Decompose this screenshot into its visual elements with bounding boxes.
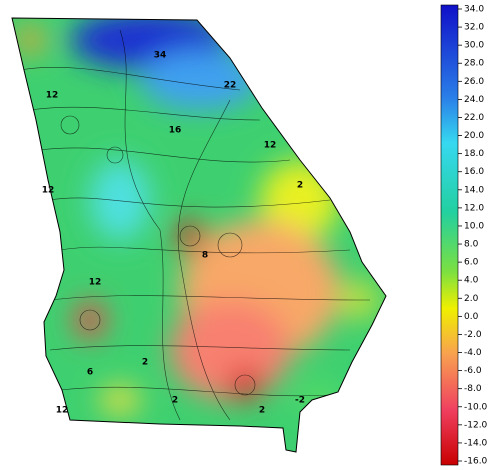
contour-label: 2 <box>297 181 303 191</box>
contour-label: 22 <box>224 81 237 91</box>
state-outline <box>11 17 387 453</box>
colorbar-label: 18.0 <box>464 149 484 159</box>
colorbar-label: 22.0 <box>464 113 484 123</box>
contour-label: 12 <box>56 406 69 416</box>
colorbar-label: 28.0 <box>464 59 484 69</box>
colorbar-label: 12.0 <box>464 203 484 213</box>
contour-label: 2 <box>142 358 148 368</box>
colorbar-label: 24.0 <box>464 95 484 105</box>
contour-label: 8 <box>202 251 208 261</box>
contour-label: 12 <box>89 278 102 288</box>
contour-label: 2 <box>172 396 178 406</box>
colorbar-label: -12.0 <box>464 420 488 430</box>
colorbar-label: -10.0 <box>464 402 488 412</box>
colorbar-label: 30.0 <box>464 41 484 51</box>
colorbar-label: 6.0 <box>464 258 479 268</box>
colorbar <box>440 4 459 466</box>
colorbar-label: 0.0 <box>464 312 479 322</box>
colorbar-label: 14.0 <box>464 185 484 195</box>
colorbar-label: -14.0 <box>464 438 488 448</box>
colorbar-label: 26.0 <box>464 77 484 87</box>
colorbar-label: -6.0 <box>464 366 482 376</box>
colorbar-label: -16.0 <box>464 457 488 467</box>
contour-label: -2 <box>295 396 305 406</box>
contour-label: 12 <box>264 141 277 151</box>
colorbar-label: 20.0 <box>464 131 484 141</box>
colorbar-label: 2.0 <box>464 294 479 304</box>
contour-label: 12 <box>46 91 59 101</box>
colorbar-label: 32.0 <box>464 23 484 33</box>
contour-label: 12 <box>42 186 55 196</box>
colorbar-label: 8.0 <box>464 240 479 250</box>
colorbar-label: 10.0 <box>464 221 484 231</box>
colorbar-label: -4.0 <box>464 348 482 358</box>
contour-label: 34 <box>154 51 167 61</box>
contour-label: 2 <box>259 406 265 416</box>
colorbar-label: 16.0 <box>464 167 484 177</box>
colorbar-label: 4.0 <box>464 276 479 286</box>
colorbar-label: -2.0 <box>464 330 482 340</box>
colorbar-label: -8.0 <box>464 384 482 394</box>
colorbar-ticks: 34.0 32.0 30.0 28.0 26.0 24.0 22.0 20.0 18.0 16.0… <box>458 5 488 467</box>
colorbar-label: 34.0 <box>464 5 484 15</box>
contour-label: 16 <box>169 126 182 136</box>
contour-label: 6 <box>87 368 93 378</box>
